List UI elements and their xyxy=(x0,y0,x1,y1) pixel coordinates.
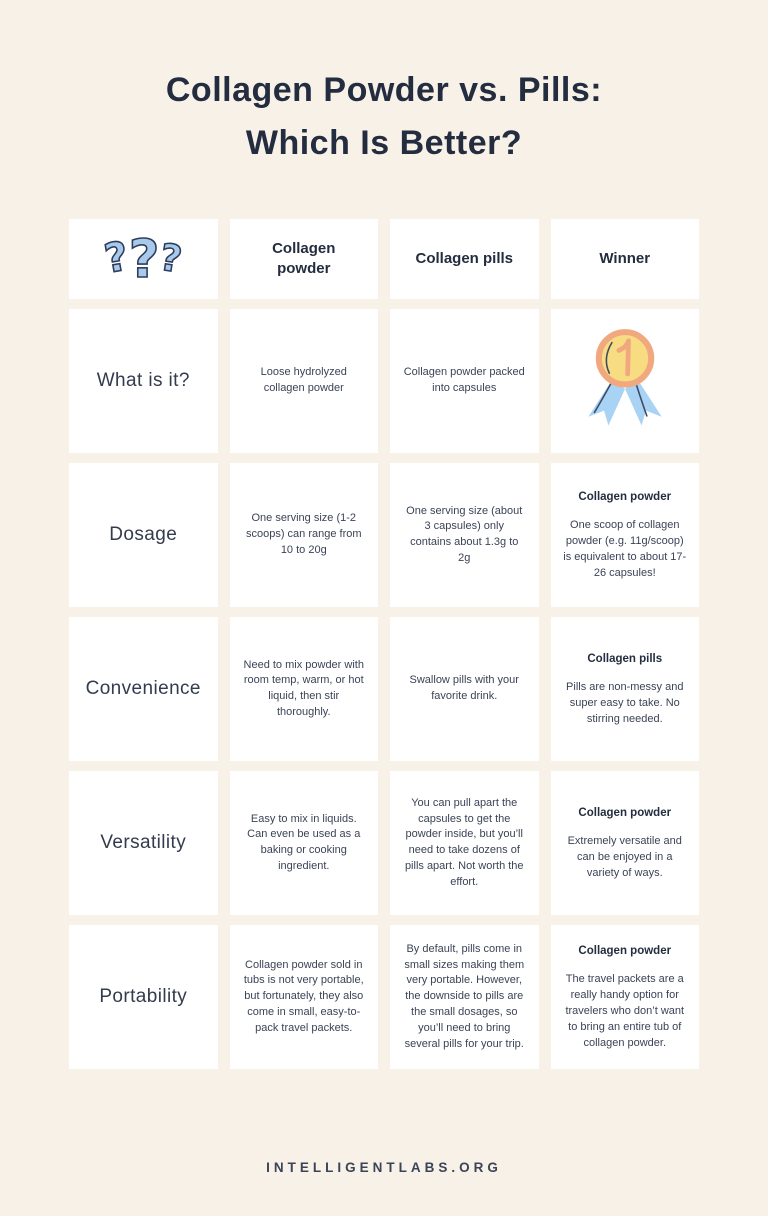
first-place-medal-icon xyxy=(588,329,662,426)
portability-winner-reason: The travel packets are a really handy op… xyxy=(565,972,685,1049)
column-header-pills: Collagen pills xyxy=(390,219,539,300)
cell-dosage-pills: One serving size (about 3 capsules) only… xyxy=(390,463,539,608)
cell-what-powder: Loose hydrolyzed collagen powder xyxy=(229,309,378,454)
dosage-winner-name: Collagen powder xyxy=(578,491,672,504)
cell-versatility-pills: You can pull apart the capsules to get t… xyxy=(390,771,539,916)
header-cell-questions: ??? xyxy=(69,219,218,300)
row-label-dosage: Dosage xyxy=(69,463,218,608)
comparison-table: ??? Collagen powder Collagen pills Winne… xyxy=(69,219,699,1070)
cell-what-pills: Collagen powder packed into capsules xyxy=(390,309,539,454)
site-footer: INTELLIGENTLABS.ORG xyxy=(266,1160,502,1175)
cell-portability-winner: Collagen powder The travel packets are a… xyxy=(550,925,699,1070)
column-header-powder: Collagen powder xyxy=(229,219,378,300)
question-marks-icon: ??? xyxy=(100,228,186,291)
cell-versatility-powder: Easy to mix in liquids. Can even be used… xyxy=(229,771,378,916)
convenience-winner-reason: Pills are non-messy and super easy to ta… xyxy=(566,680,684,725)
page-title: Collagen Powder vs. Pills: Which Is Bett… xyxy=(0,64,768,169)
row-label-versatility: Versatility xyxy=(69,771,218,916)
portability-winner-name: Collagen powder xyxy=(578,945,672,958)
cell-dosage-powder: One serving size (1-2 scoops) can range … xyxy=(229,463,378,608)
row-label-portability: Portability xyxy=(69,925,218,1070)
convenience-winner-name: Collagen pills xyxy=(587,653,663,666)
cell-dosage-winner: Collagen powder One scoop of collagen po… xyxy=(550,463,699,608)
cell-convenience-winner: Collagen pills Pills are non-messy and s… xyxy=(550,617,699,762)
versatility-winner-reason: Extremely versatile and can be enjoyed i… xyxy=(567,834,682,879)
dosage-winner-reason: One scoop of collagen powder (e.g. 11g/s… xyxy=(563,518,687,579)
page-title-line-2: Which Is Better? xyxy=(245,123,523,162)
cell-versatility-winner: Collagen powder Extremely versatile and … xyxy=(550,771,699,916)
cell-portability-powder: Collagen powder sold in tubs is not very… xyxy=(229,925,378,1070)
cell-what-winner xyxy=(550,309,699,454)
cell-convenience-pills: Swallow pills with your favorite drink. xyxy=(390,617,539,762)
cell-convenience-powder: Need to mix powder with room temp, warm,… xyxy=(229,617,378,762)
row-label-what-is-it: What is it? xyxy=(69,309,218,454)
versatility-winner-name: Collagen powder xyxy=(578,807,672,820)
cell-portability-pills: By default, pills come in small sizes ma… xyxy=(390,925,539,1070)
column-header-winner: Winner xyxy=(550,219,699,300)
row-label-convenience: Convenience xyxy=(69,617,218,762)
page-title-line-1: Collagen Powder vs. Pills: xyxy=(165,71,603,109)
